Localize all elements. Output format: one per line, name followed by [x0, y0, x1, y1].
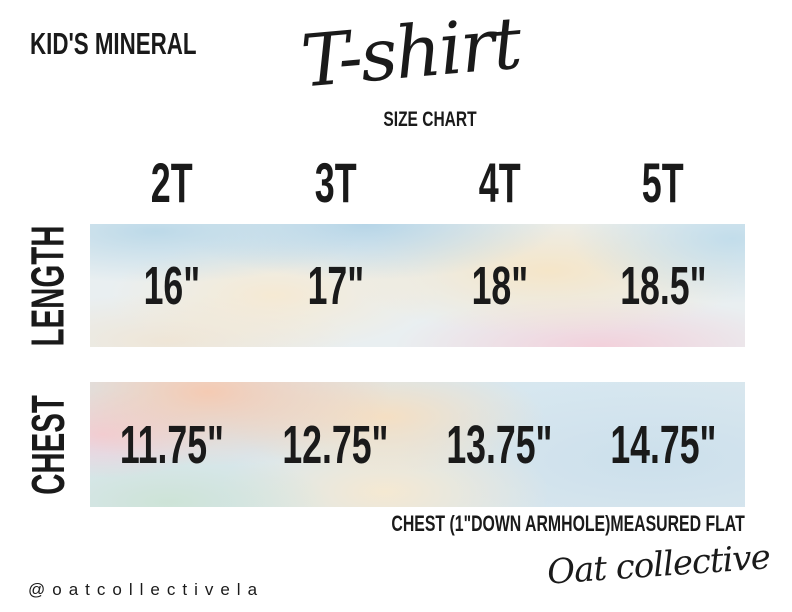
- row-label-length: LENGTH: [12, 224, 84, 347]
- brand-label-text: KID'S MINERAL: [30, 26, 197, 61]
- measurement-footnote: CHEST (1"DOWN ARMHOLE)MEASURED FLAT: [254, 511, 745, 537]
- title-script-text: T-shirt: [297, 0, 523, 104]
- brand-signature: Oat collective: [546, 537, 771, 592]
- social-handle: @oatcollectivela: [28, 580, 264, 600]
- size-header-4t-text: 4T: [478, 151, 521, 214]
- chest-value-5t: 14.75": [581, 414, 745, 476]
- page-title: T-shirt: [250, 1, 570, 104]
- row-label-length-text: LENGTH: [22, 224, 75, 347]
- brand-signature-text: Oat collective: [545, 537, 772, 593]
- chest-value-4t-text: 13.75": [446, 414, 553, 475]
- chest-value-2t-text: 11.75": [119, 414, 224, 475]
- length-value-3t: 17": [254, 255, 418, 317]
- size-header-3t: 3T: [254, 150, 418, 215]
- length-value-5t-text: 18.5": [619, 255, 707, 316]
- chest-value-3t: 12.75": [254, 414, 418, 476]
- chest-value-4t: 13.75": [418, 414, 582, 476]
- measurement-footnote-text: CHEST (1"DOWN ARMHOLE)MEASURED FLAT: [391, 511, 745, 536]
- chest-row-band: 11.75" 12.75" 13.75" 14.75": [90, 382, 745, 507]
- social-handle-text: @oatcollectivela: [28, 580, 265, 599]
- chest-value-5t-text: 14.75": [610, 414, 717, 475]
- row-label-chest-text: CHEST: [22, 394, 74, 495]
- length-value-3t-text: 17": [307, 255, 364, 316]
- length-value-2t: 16": [90, 255, 254, 317]
- chest-value-2t: 11.75": [90, 414, 254, 476]
- size-header-5t: 5T: [581, 150, 745, 215]
- page-subtitle-text: SIZE CHART: [383, 108, 477, 131]
- size-header-4t: 4T: [418, 150, 582, 215]
- row-label-chest: CHEST: [12, 382, 84, 507]
- page-subtitle: SIZE CHART: [330, 108, 530, 132]
- size-header-2t-text: 2T: [150, 151, 193, 214]
- length-value-4t-text: 18": [471, 255, 528, 316]
- length-value-4t: 18": [418, 255, 582, 317]
- size-column-headers: 2T 3T 4T 5T: [90, 150, 745, 214]
- length-row-band: 16" 17" 18" 18.5": [90, 224, 745, 347]
- length-value-2t-text: 16": [143, 255, 201, 316]
- size-header-3t-text: 3T: [314, 151, 357, 214]
- chest-value-3t-text: 12.75": [282, 414, 389, 475]
- size-header-5t-text: 5T: [642, 151, 685, 214]
- size-header-2t: 2T: [90, 150, 254, 215]
- length-value-5t: 18.5": [581, 255, 745, 317]
- brand-label: KID'S MINERAL: [30, 26, 261, 62]
